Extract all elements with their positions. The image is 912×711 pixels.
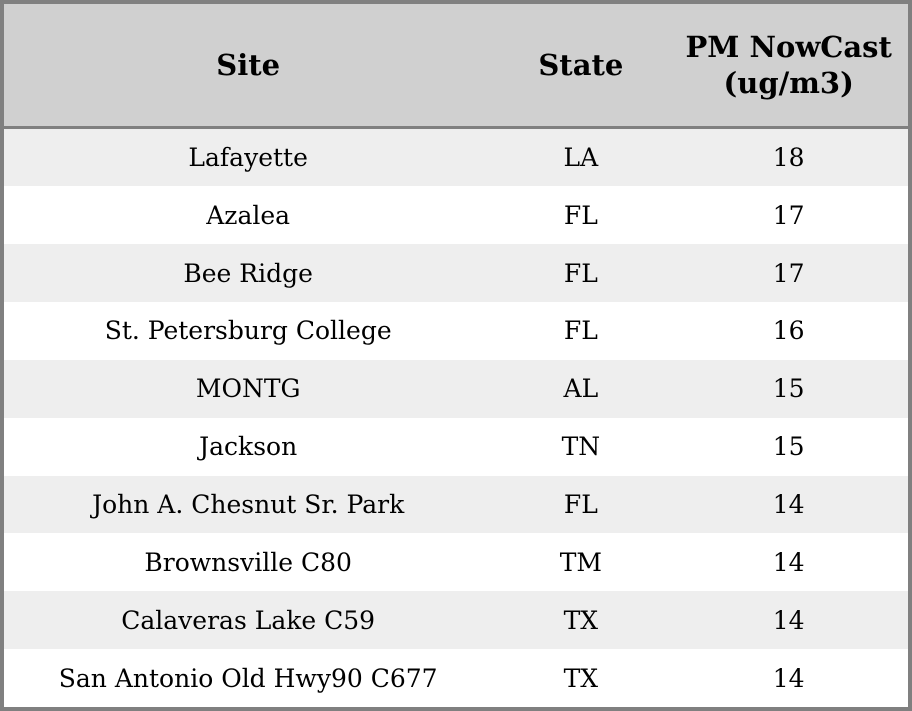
cell-pm: 14 [772, 490, 805, 519]
cell-pm: 14 [772, 663, 805, 693]
cell-site: St. Petersburg College [104, 316, 392, 346]
cell-site: Azalea [206, 200, 291, 230]
column-header-pm-nowcast: PM NowCast (ug/m3) [669, 2, 910, 129]
table-row: Azalea FL 17 [2, 186, 910, 245]
cell-site: MONTG [195, 374, 301, 404]
table-row: MONTG AL 15 [2, 359, 910, 418]
table-row: Lafayette LA 18 [2, 127, 910, 187]
table-row: Bee Ridge FL 17 [2, 244, 910, 303]
column-header-state: State [492, 2, 670, 129]
cell-site: Calaveras Lake C59 [121, 605, 376, 635]
table-row: St. Petersburg College FL 16 [2, 302, 910, 360]
table-row: Jackson TN 15 [2, 417, 910, 476]
column-header-site: Site [2, 2, 493, 129]
cell-state: TX [563, 605, 599, 635]
cell-pm: 15 [772, 374, 805, 404]
table-header: Site State PM NowCast (ug/m3) [2, 2, 910, 129]
cell-site: Bee Ridge [183, 258, 313, 288]
cell-pm: 17 [772, 258, 805, 288]
cell-site: John A. Chesnut Sr. Park [92, 490, 405, 519]
cell-state: FL [563, 490, 598, 519]
cell-state: FL [563, 258, 598, 288]
table-body: Lafayette LA 18 Azalea FL 17 Bee Ridge FL 17 St. … [2, 127, 910, 709]
table-row: San Antonio Old Hwy90 C677 TX 14 [2, 649, 910, 709]
cell-site: Lafayette [188, 142, 308, 172]
cell-site: Brownsville C80 [144, 547, 352, 577]
cell-state: TX [563, 663, 599, 693]
cell-pm: 15 [772, 432, 805, 462]
table-row: Brownsville C80 TM 14 [2, 533, 910, 592]
cell-site: San Antonio Old Hwy90 C677 [58, 663, 438, 693]
cell-state: LA [563, 142, 599, 172]
cell-pm: 16 [772, 316, 805, 346]
cell-state: FL [563, 316, 598, 346]
cell-state: TM [559, 547, 602, 577]
cell-pm: 17 [772, 200, 805, 230]
table-row: Calaveras Lake C59 TX 14 [2, 591, 910, 650]
cell-state: TN [561, 432, 601, 462]
cell-pm: 18 [772, 142, 805, 172]
cell-site: Jackson [199, 432, 298, 462]
cell-state: FL [563, 200, 598, 230]
table-row: John A. Chesnut Sr. Park FL 14 [2, 475, 910, 534]
cell-state: AL [563, 374, 599, 404]
table-header-row: Site State PM NowCast (ug/m3) [2, 2, 910, 129]
cell-pm: 14 [772, 605, 805, 635]
cell-pm: 14 [772, 547, 805, 577]
